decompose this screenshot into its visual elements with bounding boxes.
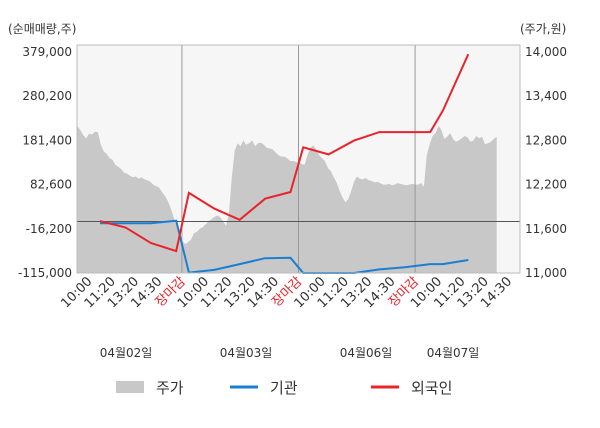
left-tick-label: 280,200 <box>22 89 72 103</box>
price-area-series <box>77 125 497 273</box>
right-axis-ticks: 14,000 13,400 12,800 12,200 11,600 11,000 <box>525 45 567 280</box>
foreign-series-line <box>99 53 470 253</box>
right-tick-label: 12,200 <box>525 178 567 192</box>
right-tick-label: 13,400 <box>525 89 567 103</box>
x-axis-ticks: 10:0011:2013:2014:30장마감10:0011:2013:2014… <box>58 274 515 311</box>
date-label: 04월02일 <box>100 346 153 360</box>
date-label: 04월06일 <box>340 346 393 360</box>
left-tick-label: 379,000 <box>22 45 72 59</box>
date-labels: 04월02일 04월03일 04월06일 04월07일 <box>100 346 480 360</box>
right-tick-label: 12,800 <box>525 133 567 147</box>
right-axis-unit: (주가,원) <box>520 22 566 36</box>
date-label: 04월03일 <box>220 346 273 360</box>
left-axis-ticks: 379,000 280,200 181,400 82,600 -16,200 -115,0… <box>18 45 72 280</box>
institution-series-line <box>100 219 469 274</box>
plot-frame <box>76 44 521 274</box>
legend-label: 주가 <box>156 379 184 397</box>
left-tick-label: -115,000 <box>18 266 72 280</box>
right-tick-label: 14,000 <box>525 45 567 59</box>
right-tick-label: 11,000 <box>525 266 567 280</box>
legend-label: 외국인 <box>411 379 452 397</box>
legend: 주가 기관 외국인 <box>116 379 452 397</box>
right-tick-label: 11,600 <box>525 222 567 236</box>
legend-swatch-price <box>116 381 144 393</box>
left-tick-label: 181,400 <box>22 133 72 147</box>
day-separators <box>181 45 416 273</box>
legend-label: 기관 <box>270 379 298 397</box>
left-axis-unit: (순매매량,주) <box>8 22 76 36</box>
left-tick-label: 82,600 <box>30 178 72 192</box>
date-label: 04월07일 <box>427 346 480 360</box>
left-tick-label: -16,200 <box>26 222 72 236</box>
